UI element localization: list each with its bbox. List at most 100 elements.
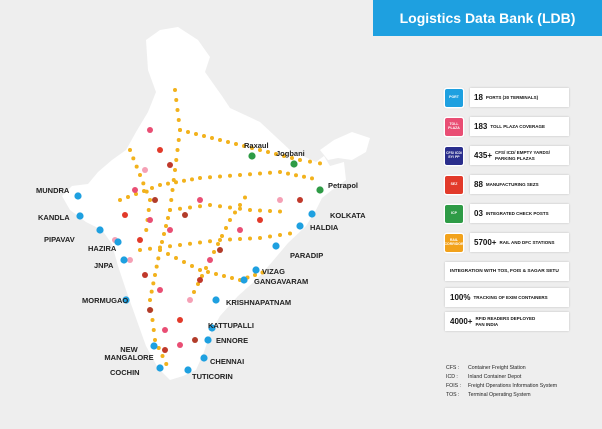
site-marker	[147, 307, 153, 313]
rail-corridor-dot	[174, 98, 179, 102]
northeast-outline	[320, 132, 370, 160]
port-marker	[200, 354, 208, 362]
rail-corridor-dot	[174, 158, 179, 162]
port-label-kattupalli: KATTUPALLI	[208, 321, 254, 330]
site-marker	[157, 287, 163, 293]
rail-corridor-dot	[250, 146, 254, 150]
rail-corridor-dot	[138, 173, 142, 177]
rail-corridor-dot	[210, 136, 214, 140]
rail-corridor-dot	[175, 148, 180, 152]
rail-corridor-dot	[258, 171, 262, 176]
site-marker	[147, 217, 153, 223]
rail-corridor-dot	[258, 236, 262, 240]
border-label-petrapol: Petrapol	[328, 181, 359, 190]
port-label-vizag: VIZAG	[262, 267, 285, 276]
rail-corridor-dot	[208, 175, 212, 180]
rail-corridor-dot	[158, 183, 162, 187]
rail-corridor-dot	[178, 206, 182, 211]
rail-corridor-dot	[164, 362, 169, 366]
page-title: Logistics Data Bank (LDB)	[399, 10, 576, 26]
rail-corridor-dot	[182, 260, 186, 264]
rail-corridor-dot	[258, 148, 262, 152]
rail-corridor-dot	[174, 180, 178, 185]
rail-corridor-dot	[160, 354, 165, 358]
rail-corridor-dot	[170, 188, 175, 192]
rail-corridor-dot	[134, 164, 139, 169]
icp-marker	[290, 160, 298, 168]
site-marker	[162, 327, 168, 333]
rail-corridor-dot	[198, 176, 202, 180]
rail-corridor-dot	[186, 130, 190, 134]
legend-value: 435+	[474, 151, 493, 160]
rail-corridor-dot	[288, 231, 292, 236]
port-marker	[150, 342, 158, 350]
port-marker	[74, 192, 82, 200]
legend-box: 88 MANUFACTURING SEZs	[470, 175, 569, 194]
port-marker	[96, 226, 104, 234]
rail-corridor-dot	[154, 264, 159, 269]
port-icon: PORT	[445, 88, 463, 107]
legend-row-toll: TOLL PLAZA 183 TOLL PLAZA COVERAGE	[445, 117, 569, 136]
legend-box: 18 PORTS (30 TERMINALS)	[470, 88, 569, 107]
port-marker	[208, 324, 216, 332]
rail-corridor-dot	[138, 248, 142, 252]
rail-corridor-dot	[192, 290, 196, 294]
rail-corridor-dot	[243, 195, 247, 200]
rail-corridor-dot	[298, 158, 302, 162]
abbr-row: FOIS : Freight Operations Information Sys…	[446, 383, 558, 389]
site-markers	[112, 127, 303, 353]
rail-corridor-dot	[278, 233, 282, 237]
rail-corridor-dot	[198, 204, 202, 209]
rail-corridor-dot	[234, 142, 238, 146]
rail-corridor-dot	[233, 210, 237, 215]
site-marker	[217, 247, 223, 253]
rail-corridor-dot	[190, 264, 194, 268]
rail-corridor-dot	[150, 318, 155, 322]
legend-row-icp: ICP 03 INTEGRATED CHECK POSTS	[445, 204, 569, 223]
rail-corridor-dot	[302, 174, 306, 179]
integration-box: INTEGRATION WITH TOS, FOIS & SAGAR SETU	[445, 262, 569, 281]
icp-icon: ICP	[445, 204, 463, 223]
rail-corridor-dot	[162, 232, 166, 236]
site-marker	[197, 197, 203, 203]
port-marker	[76, 212, 84, 220]
icp-marker	[316, 186, 324, 194]
port-label-paradip: PARADIP	[290, 251, 324, 260]
rail-corridor-dot	[166, 216, 170, 220]
rail-corridor-dot	[228, 205, 232, 210]
rail-corridor-dot	[278, 209, 282, 214]
port-marker	[204, 336, 212, 344]
legend-box: 435+ CFS/ ICD/ EMPTY YARDS/ PARKING PLAZ…	[470, 146, 569, 165]
site-marker	[137, 237, 143, 243]
rail-corridor-dot	[318, 161, 322, 166]
rail-corridor-dot	[174, 256, 178, 260]
rail-corridor-dot	[146, 208, 151, 212]
port-label-mundra: MUNDRA	[36, 186, 70, 195]
legend-value: 183	[474, 122, 488, 131]
rail-corridor-dot	[224, 226, 228, 230]
site-marker	[132, 187, 138, 193]
cfs-icon: CFS/ ICD/ EY/ PP	[445, 146, 463, 165]
abbr-row: ICD : Inland Container Depot	[446, 374, 522, 380]
site-marker	[142, 272, 148, 278]
port-marker	[122, 296, 130, 304]
legend-label: TOLL PLAZA COVERAGE	[490, 123, 546, 129]
rail-corridor-dot	[248, 236, 252, 241]
rail-corridor-dot	[200, 274, 204, 278]
site-marker	[152, 197, 158, 203]
rail-corridor-dot	[238, 237, 242, 241]
rail-corridor-dot	[218, 138, 222, 142]
port-marker	[240, 276, 248, 284]
rail-corridor-dot	[148, 298, 152, 302]
port-label-pipavav: PIPAVAV	[44, 235, 75, 244]
site-marker	[162, 347, 168, 353]
rail-corridor-dot	[160, 240, 164, 244]
rail-corridor-dot	[182, 178, 186, 183]
rail-corridor-dot	[144, 228, 149, 232]
india-outline	[62, 27, 346, 380]
rail-corridor-dot	[194, 132, 198, 136]
rail-corridor-dot	[260, 270, 265, 275]
port-label-chennai: CHENNAI	[210, 357, 245, 366]
legend-box: 03 INTEGRATED CHECK POSTS	[470, 204, 569, 223]
rail-corridor-dot	[188, 205, 192, 210]
